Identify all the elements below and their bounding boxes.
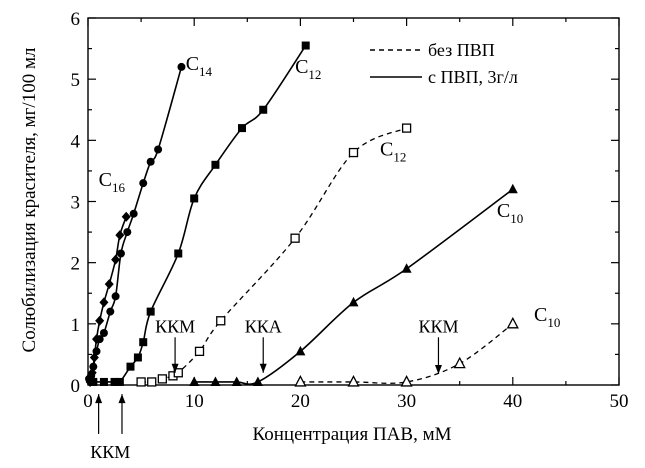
y-tick-label: 6	[71, 9, 81, 30]
annotations: ККМ ККА ККМ ККМ	[90, 316, 458, 462]
data-point-c12	[301, 41, 310, 50]
data-point-c10	[189, 376, 200, 386]
data-point-c12	[139, 338, 148, 347]
data-point-c10	[294, 375, 307, 387]
y-tick-label: 1	[71, 315, 81, 336]
annotation-label: ККМ	[155, 316, 195, 336]
data-point-c12	[194, 346, 205, 357]
data-point-c10	[210, 376, 221, 386]
data-point-c16	[95, 315, 105, 326]
annotation-arrowhead	[259, 363, 267, 373]
markers	[85, 41, 519, 387]
data-point-c12	[173, 368, 183, 378]
x-tick-label: 30	[397, 391, 416, 412]
data-point-c12	[136, 377, 146, 387]
data-point-c14	[87, 371, 96, 380]
data-point-c10	[348, 296, 359, 307]
data-point-c12	[190, 194, 199, 203]
data-point-c10	[453, 356, 466, 369]
data-point-c12	[290, 233, 300, 243]
data-point-c12	[259, 105, 268, 114]
series-line-c10-pvp	[194, 188, 514, 385]
y-tick-label: 2	[71, 254, 81, 275]
data-point-c14	[92, 347, 101, 356]
data-point-c12	[133, 353, 142, 362]
series-label-c12: C12	[380, 139, 406, 165]
annotation-arrowhead	[434, 364, 442, 374]
data-point-c16	[115, 230, 125, 241]
curve-labels: C16 C14 C12 C12 C10 C10	[99, 53, 561, 330]
annotation-arrowhead	[171, 363, 179, 373]
data-point-c12	[110, 377, 119, 386]
y-tick-label: 0	[71, 376, 81, 397]
y-axis-title: Солюбилизация красителя, мг/100 мл	[19, 47, 40, 352]
y-tick-label: 4	[71, 131, 81, 152]
legend-label: с ПВП, 3г/л	[428, 67, 518, 87]
data-point-c14	[129, 209, 138, 218]
data-point-c14	[106, 307, 115, 316]
data-point-c14	[177, 62, 186, 71]
legend-label: без ПВП	[428, 40, 495, 60]
data-point-c16	[99, 297, 109, 308]
x-tick-label: 20	[291, 391, 310, 412]
data-point-c14	[111, 292, 120, 301]
data-point-c16	[121, 211, 131, 222]
series-label-c10: C10	[534, 304, 560, 330]
data-point-c12	[147, 377, 157, 387]
y-tick-label: 3	[71, 193, 81, 214]
y-tick-label: 5	[71, 70, 81, 91]
data-point-c14	[99, 329, 108, 338]
x-axis-title: Концентрация ПАВ, мМ	[253, 424, 452, 445]
data-point-c10	[401, 263, 412, 273]
series-label-c10: C10	[497, 200, 523, 226]
annotation-arrowhead	[118, 394, 126, 404]
series-label-c16: C16	[99, 169, 126, 195]
data-point-c14	[89, 362, 98, 371]
axis-ticks: 0 10 20 30 40 50 0 1 2 3 4 5 6	[71, 9, 629, 412]
data-point-c10	[231, 376, 242, 386]
data-point-c12	[99, 377, 108, 386]
data-point-c12	[146, 307, 155, 316]
series-line-c10-no-pvp	[300, 323, 514, 384]
data-point-c14	[146, 157, 155, 166]
data-point-c14	[154, 145, 163, 154]
data-point-c12	[89, 377, 98, 386]
data-point-c12	[216, 316, 226, 326]
data-point-c12	[211, 160, 220, 169]
annotation-label: ККА	[245, 316, 282, 336]
data-point-c16	[111, 254, 121, 265]
data-point-c14	[123, 228, 132, 237]
annotation-arrowhead	[95, 394, 103, 404]
data-point-c10	[400, 375, 413, 387]
legend: без ПВП с ПВП, 3г/л	[370, 40, 518, 87]
data-point-c16	[104, 279, 114, 290]
data-point-c12	[174, 249, 183, 258]
x-tick-label: 10	[185, 391, 204, 412]
data-point-c12	[157, 374, 167, 384]
data-point-c10	[506, 316, 519, 329]
x-tick-label: 50	[610, 391, 629, 412]
data-point-c10	[252, 376, 263, 386]
data-point-c10	[507, 183, 518, 194]
data-point-c12	[126, 362, 135, 371]
x-tick-label: 0	[83, 391, 93, 412]
data-point-c12	[115, 377, 124, 386]
data-point-c14	[139, 179, 148, 188]
x-tick-label: 40	[503, 391, 522, 412]
data-point-c12	[401, 123, 412, 133]
series-label-c14: C14	[186, 53, 213, 79]
data-point-c14	[95, 335, 104, 344]
series-label-c12: C12	[295, 56, 321, 82]
data-point-c12	[348, 147, 359, 158]
data-point-c14	[116, 249, 125, 258]
annotation-label: ККМ	[418, 316, 458, 336]
data-point-c10	[295, 345, 306, 356]
data-point-c12	[237, 124, 246, 133]
data-point-c10	[347, 375, 360, 387]
annotation-label: ККМ	[90, 442, 130, 462]
